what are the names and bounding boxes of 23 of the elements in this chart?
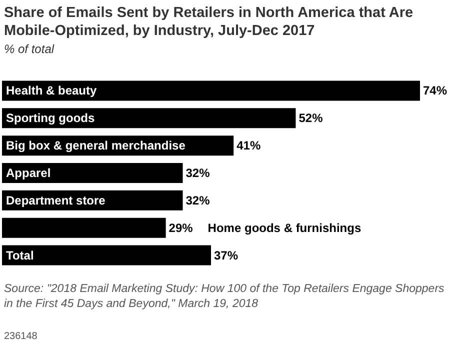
chart-title: Share of Emails Sent by Retailers in North America that Are Mobile-Optimized, by Industry, July-Dec 2017: [4, 4, 414, 40]
y-tick-label: Home goods & furnishings: [208, 220, 362, 235]
source-note: Source: "2018 Email Marketing Study: How 100 of the Top Retailers Engage Shoppers in the First 45 Days and Beyond," March 19, 2018: [4, 282, 446, 312]
bar: [2, 162, 183, 184]
data-label: 29%: [168, 220, 194, 235]
bar: [2, 218, 166, 238]
data-label: 37%: [214, 248, 238, 262]
data-label: 32%: [186, 166, 210, 180]
bar: [2, 108, 296, 128]
data-label: 41%: [236, 138, 261, 153]
y-tick-label: Apparel: [6, 166, 51, 180]
data-label: 32%: [186, 193, 210, 208]
data-label: 52%: [298, 111, 324, 126]
text: 236148: [4, 331, 38, 342]
data-label: 74%: [423, 84, 448, 98]
y-tick-label: Sporting goods: [6, 111, 95, 126]
bar: [2, 80, 420, 101]
chart-subtitle: % of total: [4, 42, 54, 56]
y-tick-label: Department store: [6, 193, 106, 208]
bar: [2, 245, 211, 266]
y-tick-label: Total: [6, 248, 34, 262]
y-tick-label: Health & beauty: [6, 84, 98, 98]
y-tick-label: Big box & general merchandise: [6, 138, 186, 153]
